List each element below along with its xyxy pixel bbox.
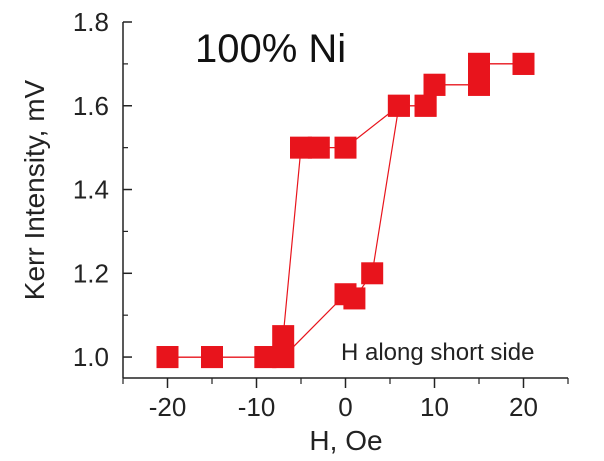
data-point (468, 73, 490, 96)
x-tick-label: 10 (420, 392, 449, 422)
data-point (334, 136, 357, 159)
data-point (414, 94, 437, 117)
data-point (361, 262, 384, 285)
y-tick-label: 1.6 (73, 91, 109, 121)
data-points (156, 52, 535, 369)
data-point (156, 346, 179, 369)
x-tick-label: -20 (149, 392, 187, 422)
data-point (468, 52, 490, 75)
series-line-1 (167, 63, 524, 358)
axes (122, 22, 568, 379)
series-line-2 (167, 63, 524, 358)
data-point (512, 52, 535, 75)
data-point (307, 136, 330, 159)
chart-title: 100% Ni (195, 27, 346, 71)
y-tick-label: 1.4 (73, 175, 109, 205)
x-tick-label: 20 (509, 392, 538, 422)
data-point (254, 346, 277, 369)
x-tick-label: 0 (338, 392, 352, 422)
x-tick-label: -10 (238, 392, 276, 422)
x-axis-title: H, Oe (309, 425, 382, 456)
y-tick-label: 1.2 (73, 258, 109, 288)
data-point (423, 73, 446, 96)
data-point (334, 283, 357, 306)
data-point (272, 346, 295, 369)
y-ticks: 1.0 1.2 1.4 1.6 1.8 (73, 7, 132, 372)
y-tick-label: 1.8 (73, 7, 109, 37)
data-point (201, 346, 223, 369)
y-tick-label: 1.0 (73, 342, 109, 372)
series-lines (167, 63, 524, 358)
data-point (290, 136, 312, 159)
y-axis-title: Kerr Intensity, mV (19, 79, 50, 300)
chart-annotation: H along short side (341, 339, 534, 366)
data-point (387, 94, 410, 117)
x-ticks: -20 -10 0 10 20 (122, 378, 569, 422)
data-point (272, 325, 295, 348)
